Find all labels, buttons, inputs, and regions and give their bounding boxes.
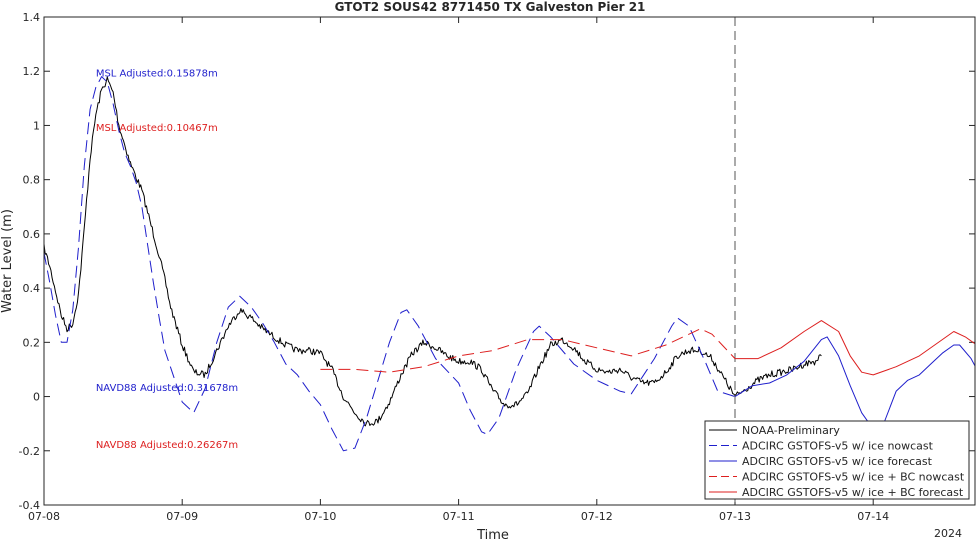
annotation-label: NAVD88 Adjusted:0.26267m bbox=[96, 440, 238, 451]
y-tick-label: -0.2 bbox=[19, 445, 40, 458]
annotation-label: MSL Adjusted:0.15878m bbox=[96, 69, 218, 80]
series-line-2 bbox=[44, 76, 736, 452]
x-tick-label: 07-13 bbox=[719, 510, 751, 523]
y-tick-label: 0.2 bbox=[23, 336, 41, 349]
x-axis-label: Time bbox=[476, 528, 509, 541]
y-tick-label: 0 bbox=[33, 391, 40, 404]
x-tick-label: 07-10 bbox=[304, 510, 336, 523]
series-line-1 bbox=[44, 76, 822, 427]
chart-title: GTOT2 SOUS42 8771450 TX Galveston Pier 2… bbox=[335, 0, 646, 14]
legend-entry-label: ADCIRC GSTOFS-v5 w/ ice + BC nowcast bbox=[742, 471, 965, 484]
legend-entry-label: ADCIRC GSTOFS-v5 w/ ice forecast bbox=[742, 455, 933, 468]
x-tick-label: 07-11 bbox=[443, 510, 475, 523]
year-label: 2024 bbox=[934, 527, 962, 540]
y-tick-label: 1.2 bbox=[23, 65, 41, 78]
y-axis-label: Water Level (m) bbox=[0, 209, 15, 313]
series-line-4 bbox=[320, 328, 736, 373]
annotation-label: NAVD88 Adjusted:0.31678m bbox=[96, 383, 238, 394]
legend: NOAA-Preliminary ADCIRC GSTOFS-v5 w/ ice … bbox=[704, 420, 970, 500]
x-axis: 07-08 07-09 07-10 07-11 07-12 07-13 07-14 bbox=[28, 17, 889, 523]
x-tick-label: 07-12 bbox=[581, 510, 613, 523]
legend-box bbox=[704, 420, 970, 500]
series-group bbox=[44, 76, 975, 452]
legend-items: NOAA-Preliminary ADCIRC GSTOFS-v5 w/ ice … bbox=[709, 424, 965, 499]
x-tick-label: 07-14 bbox=[857, 510, 889, 523]
y-tick-label: -0.4 bbox=[19, 499, 40, 512]
x-tick-label: 07-09 bbox=[166, 510, 198, 523]
y-tick-label: 0.6 bbox=[23, 228, 41, 241]
annotations: MSL Adjusted:0.15878m MSL Adjusted:0.1046… bbox=[96, 69, 238, 451]
legend-entry-label: ADCIRC GSTOFS-v5 w/ ice nowcast bbox=[742, 440, 934, 453]
legend-entry-label: ADCIRC GSTOFS-v5 w/ ice + BC forecast bbox=[742, 486, 964, 499]
y-tick-label: 0.8 bbox=[23, 174, 41, 187]
annotation-label: MSL Adjusted:0.10467m bbox=[96, 123, 218, 134]
series-line-5 bbox=[735, 320, 975, 376]
x-tick-label: 07-08 bbox=[28, 510, 60, 523]
y-tick-label: 1.4 bbox=[23, 11, 41, 24]
y-tick-label: 0.4 bbox=[23, 282, 41, 295]
legend-entry-label: NOAA-Preliminary bbox=[742, 424, 840, 437]
y-axis: -0.4 -0.2 0 0.2 0.4 0.6 0.8 1 1.2 1.4 bbox=[19, 11, 975, 512]
plot-frame bbox=[43, 16, 976, 506]
y-tick-label: 1 bbox=[33, 119, 40, 132]
